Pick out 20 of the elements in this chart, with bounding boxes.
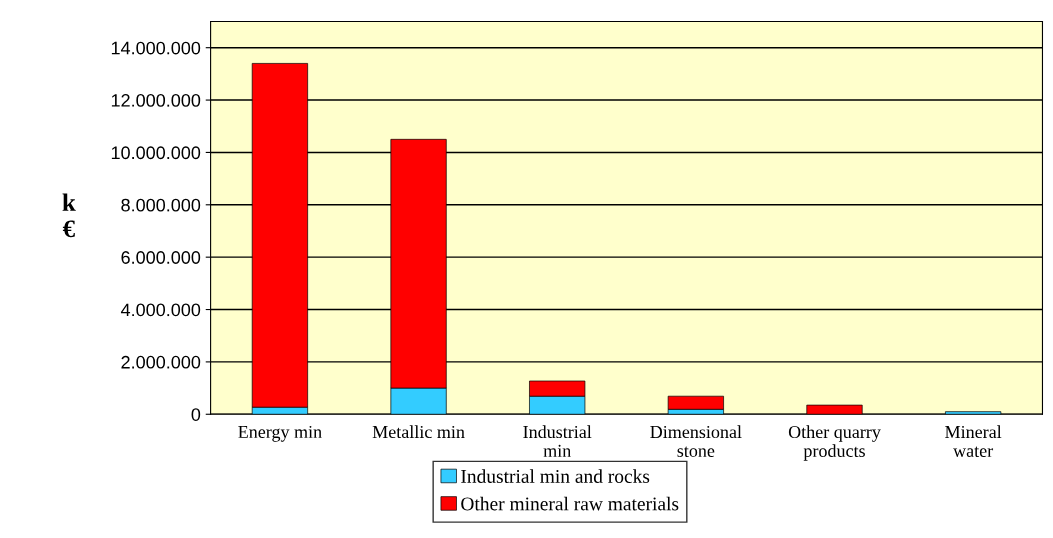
y-tick-label: 4.000.000 [120,303,201,317]
x-tick-label: Metallic min [372,425,465,439]
y-tick-label: 0 [191,408,201,421]
y-axis-title: k € [62,193,76,238]
x-tick-label: Energy min [238,425,322,442]
legend-label: Other mineral raw materials [461,496,679,511]
y-tick-label: 6.000.000 [121,251,201,264]
bar [806,404,863,415]
x-tick-label: Mineral water [945,425,1002,457]
y-tick-label: 14.000.000 [111,41,201,55]
legend-label: Industrial min and rocks [461,469,650,483]
y-tick-label: 10.000.000 [111,146,201,160]
y-tick-label: 8.000.000 [121,198,201,212]
x-tick-label: Industrial min [523,425,592,457]
bar [945,411,1002,415]
y-tick-label: 12.000.000 [111,94,201,107]
x-tick-label: Other quarry products [788,425,881,461]
y-tick-label: 2.000.000 [121,355,201,369]
x-tick-label: Dimensional stone [650,425,742,457]
bar [667,395,724,410]
